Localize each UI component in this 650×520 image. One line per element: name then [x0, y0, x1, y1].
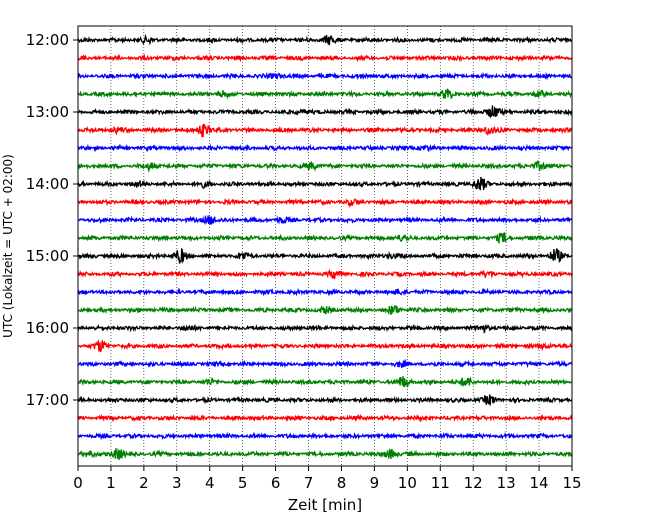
seismic-trace — [77, 176, 573, 191]
seismic-trace — [77, 305, 573, 316]
seismic-trace — [77, 248, 573, 264]
x-tick-label: 13 — [497, 474, 516, 492]
seismic-trace — [77, 197, 573, 209]
seismic-trace — [77, 71, 573, 81]
seismic-trace — [77, 87, 573, 100]
x-tick-label: 11 — [431, 474, 450, 492]
x-axis-ticks: 0 1 2 3 4 5 6 7 8 9 10 11 12 13 14 15 — [73, 466, 582, 492]
y-tick-label: 16:00 — [26, 319, 69, 337]
x-tick-label: 3 — [172, 474, 182, 492]
x-axis-label: Zeit [min] — [288, 496, 362, 514]
seismic-trace — [77, 105, 573, 119]
x-tick-label: 15 — [562, 474, 581, 492]
x-tick-label: 4 — [205, 474, 215, 492]
y-axis-ticks: 12:00 13:00 14:00 15:00 16:00 17:00 — [26, 31, 78, 409]
seismic-trace — [77, 323, 573, 334]
x-tick-label: 10 — [398, 474, 417, 492]
seismic-trace — [77, 268, 573, 280]
seismic-trace — [77, 123, 573, 138]
x-tick-label: 5 — [238, 474, 248, 492]
x-tick-label: 14 — [530, 474, 549, 492]
x-tick-label: 8 — [337, 474, 347, 492]
trace-group — [77, 33, 573, 460]
x-tick-label: 0 — [73, 474, 83, 492]
y-tick-label: 17:00 — [26, 391, 69, 409]
seismic-trace — [77, 287, 573, 297]
seismic-trace — [77, 431, 573, 441]
seismic-trace — [77, 33, 573, 46]
y-axis-label: UTC (Lokalzeit = UTC + 02:00) — [1, 154, 15, 338]
x-tick-label: 12 — [464, 474, 483, 492]
plot-frame — [77, 25, 573, 467]
y-tick-label: 15:00 — [26, 247, 69, 265]
seismic-trace — [77, 53, 573, 63]
seismic-trace — [77, 413, 573, 423]
seismic-trace — [77, 376, 573, 388]
seismic-trace — [77, 358, 573, 369]
seismic-trace — [77, 160, 573, 173]
vertical-grid — [110, 26, 540, 466]
seismic-trace — [77, 447, 573, 460]
seismic-trace — [77, 339, 573, 353]
seismic-trace — [77, 232, 573, 245]
seismic-trace — [77, 394, 573, 406]
x-tick-label: 7 — [304, 474, 314, 492]
seismic-trace — [77, 214, 573, 226]
y-tick-label: 12:00 — [26, 31, 69, 49]
x-tick-label: 6 — [271, 474, 281, 492]
seismic-trace — [77, 143, 573, 153]
y-tick-label: 14:00 — [26, 175, 69, 193]
x-tick-label: 2 — [139, 474, 149, 492]
x-tick-label: 1 — [106, 474, 116, 492]
x-tick-label: 9 — [370, 474, 380, 492]
y-tick-label: 13:00 — [26, 103, 69, 121]
